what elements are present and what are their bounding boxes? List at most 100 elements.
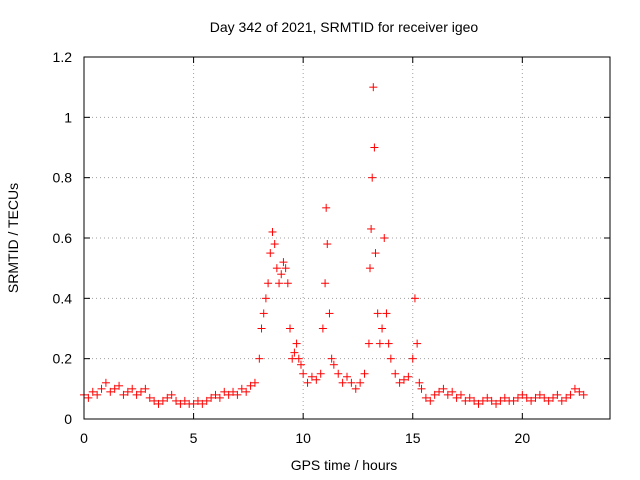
data-point — [367, 224, 376, 233]
data-point — [562, 393, 571, 402]
data-point — [261, 294, 270, 303]
data-point — [141, 384, 150, 393]
data-point — [456, 390, 465, 399]
data-point — [553, 390, 562, 399]
data-point — [84, 393, 93, 402]
data-point — [292, 339, 301, 348]
data-point — [417, 384, 426, 393]
data-point — [570, 384, 579, 393]
data-point — [193, 396, 202, 405]
data-point — [527, 396, 536, 405]
data-point — [356, 378, 365, 387]
x-tick-label: 10 — [295, 430, 311, 446]
data-point — [430, 390, 439, 399]
data-point — [318, 324, 327, 333]
y-axis-label: SRMTID / TECUs — [5, 183, 21, 293]
data-point — [540, 393, 549, 402]
data-point — [237, 384, 246, 393]
data-point — [329, 360, 338, 369]
data-point — [128, 384, 137, 393]
data-point — [294, 354, 303, 363]
data-point — [211, 390, 220, 399]
data-point — [413, 339, 422, 348]
data-point — [250, 378, 259, 387]
data-point — [371, 249, 380, 258]
data-point — [277, 270, 286, 279]
data-point — [496, 396, 505, 405]
data-point — [145, 393, 154, 402]
data-point — [299, 369, 308, 378]
data-point — [101, 378, 110, 387]
data-point — [272, 264, 281, 273]
data-point — [150, 396, 159, 405]
data-point — [522, 393, 531, 402]
data-point — [369, 83, 378, 92]
data-point — [325, 309, 334, 318]
data-point — [163, 393, 172, 402]
data-point — [375, 339, 384, 348]
data-point — [266, 249, 275, 258]
x-axis-label: GPS time / hours — [291, 457, 398, 473]
data-point — [180, 396, 189, 405]
chart-title: Day 342 of 2021, SRMTID for receiver ige… — [210, 19, 479, 35]
data-points — [80, 83, 588, 408]
data-point — [395, 378, 404, 387]
data-point — [487, 396, 496, 405]
data-point — [500, 393, 509, 402]
data-point — [370, 143, 379, 152]
data-point — [176, 399, 185, 408]
data-point — [347, 378, 356, 387]
data-point — [290, 348, 299, 357]
data-point — [343, 372, 351, 381]
data-point — [531, 393, 540, 402]
data-point — [198, 399, 207, 408]
data-point — [229, 387, 238, 396]
data-point — [279, 258, 288, 267]
x-tick-label: 0 — [80, 430, 88, 446]
y-tick-label: 0.4 — [53, 290, 73, 306]
x-tick-label: 5 — [190, 430, 198, 446]
data-point — [421, 393, 430, 402]
data-point — [338, 378, 347, 387]
data-point — [286, 324, 295, 333]
y-tick-label: 0 — [64, 411, 72, 427]
data-point — [154, 399, 163, 408]
y-tick-label: 0.2 — [53, 351, 73, 367]
data-point — [224, 390, 233, 399]
data-point — [575, 387, 584, 396]
data-point — [544, 396, 553, 405]
data-point — [207, 393, 216, 402]
data-point — [246, 381, 255, 390]
data-point — [259, 309, 268, 318]
data-point — [360, 369, 369, 378]
data-point — [391, 369, 400, 378]
x-tick-label: 20 — [515, 430, 531, 446]
data-point — [312, 375, 321, 384]
data-point — [316, 369, 325, 378]
data-point — [136, 387, 145, 396]
data-point — [373, 309, 382, 318]
data-point — [110, 384, 119, 393]
data-point — [242, 387, 251, 396]
y-tick-label: 0.6 — [53, 230, 73, 246]
data-point — [255, 354, 264, 363]
data-point — [443, 390, 452, 399]
data-point — [415, 378, 424, 387]
grid-layer — [84, 57, 610, 419]
data-point — [323, 240, 332, 249]
data-point — [579, 390, 588, 399]
data-point — [465, 393, 474, 402]
data-point — [270, 240, 279, 249]
data-point — [268, 227, 277, 236]
data-point — [380, 234, 389, 242]
data-point — [172, 396, 181, 405]
data-point — [435, 387, 444, 396]
data-point — [233, 390, 242, 399]
data-point — [281, 264, 290, 273]
data-point — [513, 393, 522, 402]
data-point — [264, 279, 273, 288]
data-point — [123, 387, 132, 396]
data-point — [167, 390, 176, 399]
data-point — [378, 324, 387, 333]
